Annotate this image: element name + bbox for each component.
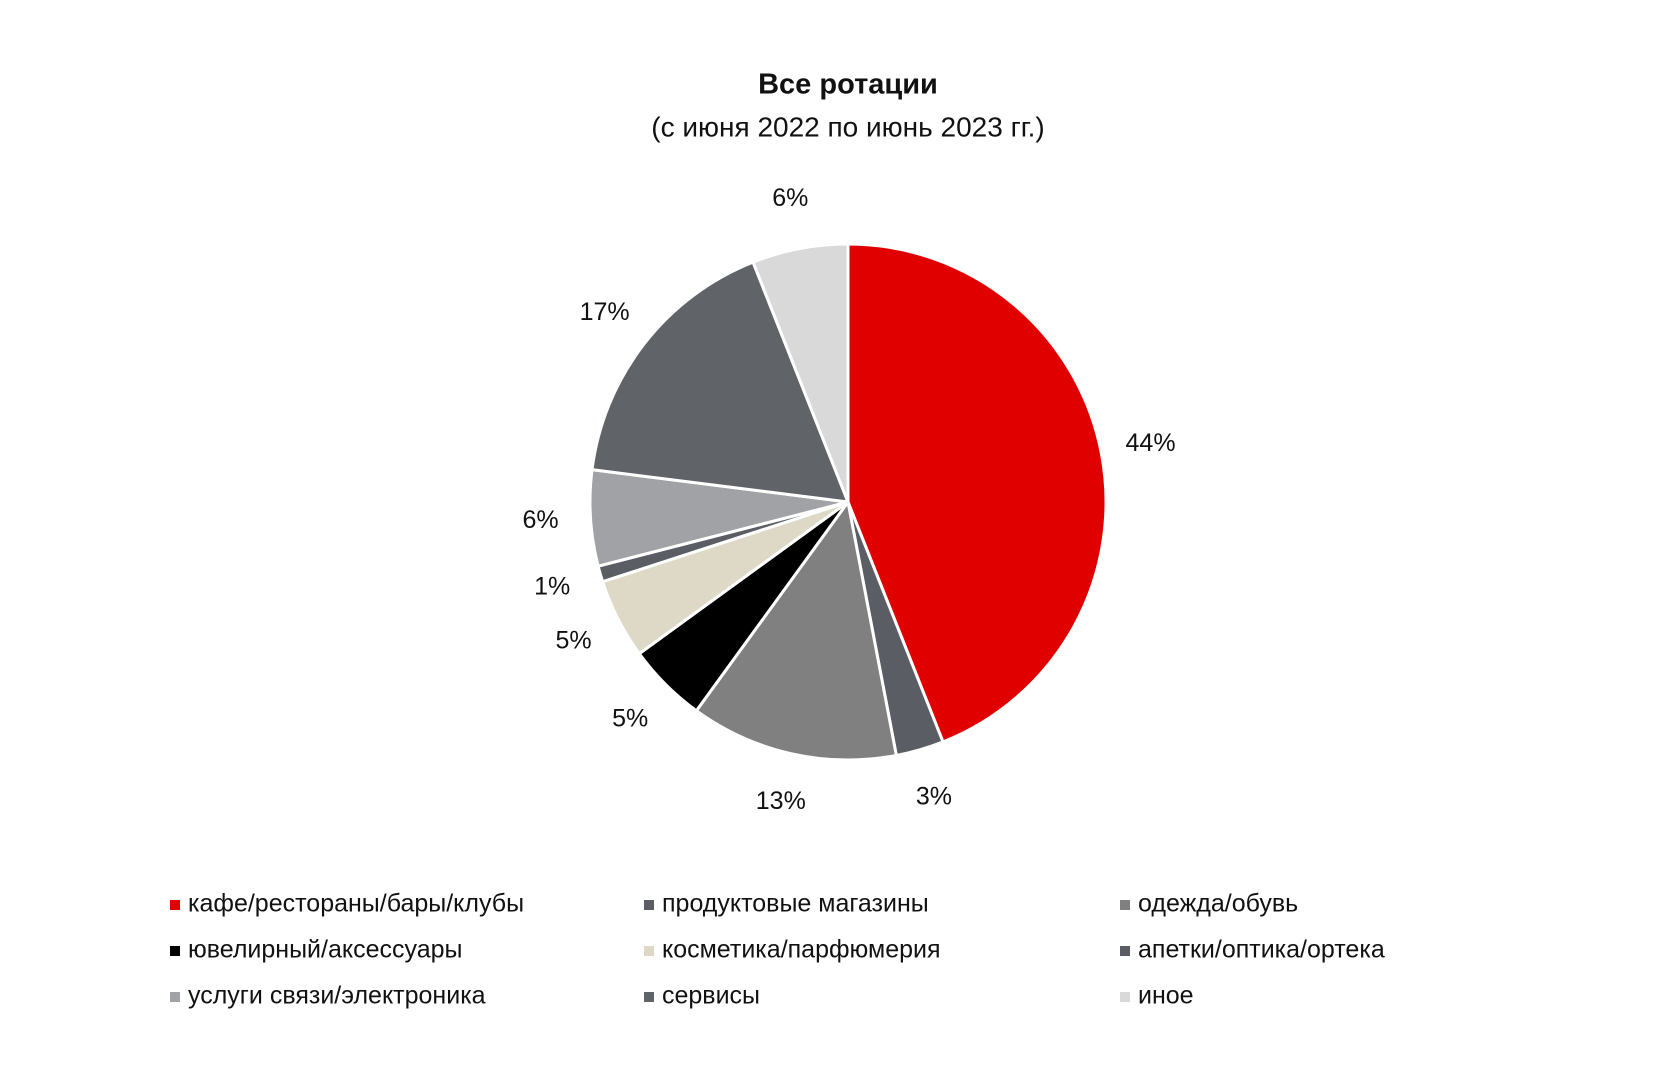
legend-swatch	[170, 900, 180, 910]
legend-label: апетки/оптика/ортека	[1138, 936, 1385, 964]
data-label: 17%	[580, 298, 630, 326]
legend-label: кафе/рестораны/бары/клубы	[188, 890, 524, 918]
data-label: 6%	[772, 184, 808, 212]
data-label: 3%	[916, 782, 952, 810]
legend-swatch	[644, 900, 654, 910]
legend-label: услуги связи/электроника	[188, 982, 486, 1010]
legend-swatch	[644, 946, 654, 956]
data-label: 44%	[1126, 429, 1176, 457]
legend-swatch	[644, 992, 654, 1002]
pie-slice	[590, 260, 851, 504]
data-label: 5%	[612, 704, 648, 732]
legend-label: косметика/парфюмерия	[662, 936, 941, 964]
legend-label: продуктовые магазины	[662, 890, 929, 918]
legend-swatch	[1120, 946, 1130, 956]
legend-swatch	[170, 946, 180, 956]
legend-swatch	[170, 992, 180, 1002]
legend-label: сервисы	[662, 982, 760, 1010]
data-label: 13%	[756, 787, 806, 815]
legend-swatch	[1120, 900, 1130, 910]
data-label: 5%	[555, 626, 591, 654]
legend-label: одежда/обувь	[1138, 890, 1298, 918]
data-label: 1%	[534, 573, 570, 601]
legend-label: иное	[1138, 982, 1194, 1010]
pie-slice	[694, 498, 899, 762]
legend-label: ювелирный/аксессуары	[188, 936, 463, 964]
chart-title: Все ротации	[758, 69, 938, 101]
pie-slice	[751, 242, 850, 503]
chart-subtitle: (с июня 2022 по июнь 2023 гг.)	[651, 111, 1044, 142]
pie-slice	[846, 242, 1108, 744]
data-label: 6%	[523, 506, 559, 534]
legend-swatch	[1120, 992, 1130, 1002]
